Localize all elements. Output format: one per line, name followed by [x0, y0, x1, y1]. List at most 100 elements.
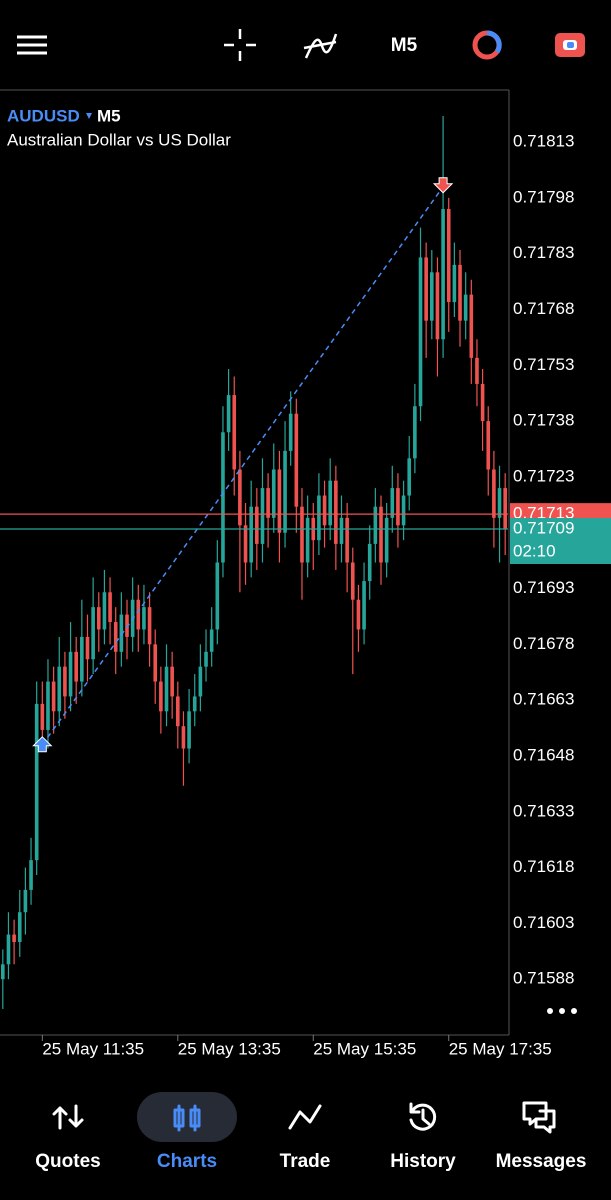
symbol[interactable]: AUDUSD	[7, 106, 80, 125]
candle-body	[288, 413, 293, 451]
timeframe-button[interactable]: M5	[391, 35, 418, 56]
crosshair-button[interactable]	[224, 29, 256, 61]
candle-body	[187, 711, 191, 749]
candle-body	[1, 964, 5, 980]
nav-label: Charts	[157, 1151, 217, 1172]
dot	[571, 1008, 577, 1014]
candle-body	[243, 525, 248, 563]
nav-item[interactable]: Messages	[496, 1101, 587, 1172]
nav-label: History	[390, 1151, 456, 1172]
x-tick-label: 25 May 17:35	[449, 1039, 552, 1058]
y-tick-label: 0.71633	[513, 801, 574, 820]
trade-button[interactable]	[472, 30, 502, 60]
candle-body	[181, 726, 186, 749]
candle-body	[136, 599, 141, 630]
candle-body	[334, 480, 338, 544]
candle-body	[260, 488, 265, 544]
candle-body	[204, 651, 208, 667]
candle-body	[407, 458, 412, 496]
candle-body	[271, 469, 276, 518]
candle-body	[80, 636, 84, 682]
candle-body	[384, 517, 389, 563]
nav-item[interactable]: Charts	[157, 1104, 217, 1172]
candle-body	[305, 517, 310, 563]
candle-body	[429, 272, 434, 321]
nav-icon	[52, 1104, 84, 1130]
candle-body	[373, 506, 378, 544]
x-tick-label: 25 May 13:35	[178, 1039, 281, 1058]
candle-body	[96, 607, 101, 630]
candle-body	[238, 469, 242, 526]
more-button[interactable]	[547, 1008, 577, 1014]
candle-body	[345, 517, 349, 563]
candle-body	[503, 488, 507, 530]
bid-label-box	[510, 518, 611, 565]
nav-item[interactable]: History	[390, 1102, 456, 1172]
candle-body	[192, 696, 197, 712]
bid-label: 0.71709	[513, 519, 574, 538]
candle-body	[68, 651, 73, 697]
y-tick-label: 0.71753	[513, 355, 574, 374]
candle-body	[418, 257, 423, 407]
candle-body	[317, 495, 321, 541]
candle-body	[300, 506, 304, 563]
candle-body	[215, 562, 220, 630]
candle-body	[74, 651, 79, 682]
candle-body	[350, 562, 355, 600]
candle-body	[113, 622, 118, 652]
bottom-nav: Quotes Charts Trade History Messages	[35, 1092, 586, 1172]
y-tick-label: 0.71738	[513, 411, 574, 430]
icon-box	[567, 42, 574, 48]
nav-label: Messages	[496, 1151, 587, 1172]
candle-body	[57, 666, 62, 712]
dropdown-icon	[86, 113, 92, 119]
candle-body	[413, 406, 417, 459]
y-tick-label: 0.71798	[513, 187, 574, 206]
indicators-button[interactable]	[303, 33, 338, 59]
y-tick-label: 0.71603	[513, 913, 574, 932]
candle-body	[277, 469, 282, 533]
candle-body	[17, 912, 22, 942]
candle-body	[266, 488, 270, 518]
nav-icon	[288, 1104, 322, 1130]
nav-item[interactable]: Quotes	[35, 1104, 101, 1172]
candle-body	[23, 889, 28, 913]
candle-body	[6, 934, 11, 965]
candle-body	[480, 383, 485, 422]
candle-body	[209, 629, 214, 652]
y-tick-label: 0.71783	[513, 243, 574, 262]
candle-body	[221, 432, 225, 563]
candle-body	[147, 607, 152, 645]
y-tick-label: 0.71648	[513, 745, 574, 764]
candle-body	[159, 681, 163, 712]
candle-body	[29, 860, 33, 890]
candle-body	[255, 506, 259, 544]
candle-body	[379, 506, 383, 563]
trade-line	[41, 186, 444, 746]
candle-body	[441, 209, 445, 340]
candle-body	[153, 644, 158, 682]
bar-countdown: 02:10	[513, 542, 556, 561]
candle-body	[424, 257, 428, 321]
plot	[1, 116, 507, 1009]
candle-body	[339, 517, 344, 544]
y-tick-label: 0.71723	[513, 466, 574, 485]
candle-body	[452, 264, 457, 303]
candle-body	[232, 395, 237, 470]
nav-label: Trade	[280, 1151, 331, 1172]
account-button[interactable]	[555, 33, 585, 57]
candle-body	[328, 480, 333, 526]
candle-body	[458, 264, 462, 321]
candle-body	[226, 395, 231, 433]
nav-icon	[173, 1104, 201, 1132]
x-tick-label: 25 May 11:35	[42, 1039, 144, 1058]
nav-item[interactable]: Trade	[280, 1104, 331, 1172]
candle-body	[401, 495, 406, 526]
candle-body	[322, 495, 327, 526]
candle-body	[469, 294, 474, 358]
candle-body	[475, 357, 479, 384]
y-tick-label: 0.71588	[513, 969, 574, 988]
menu-button[interactable]	[17, 35, 47, 55]
